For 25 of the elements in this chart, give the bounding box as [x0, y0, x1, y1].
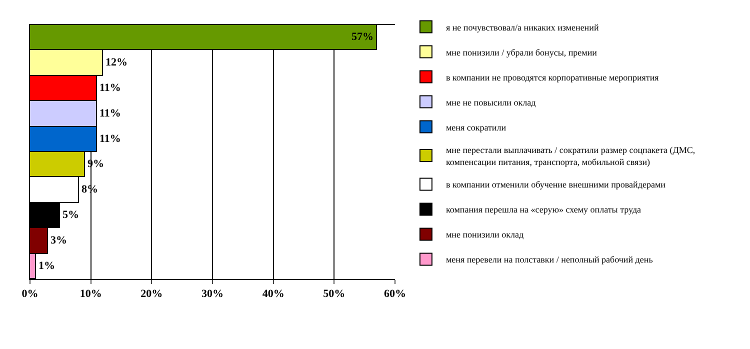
data-label: 5% — [62, 209, 79, 221]
legend-label: меня сократили — [446, 122, 506, 132]
x-tick-label: 0% — [22, 288, 38, 300]
data-label: 1% — [38, 260, 55, 272]
x-tick-label: 50% — [323, 288, 346, 300]
legend-label: компания перешла на «серую» схему оплаты труда — [446, 204, 642, 215]
legend-label: в компании отменили обучение внешними провайдерами — [446, 180, 666, 190]
x-tick-label: 40% — [262, 288, 284, 300]
x-tick-label: 60% — [384, 288, 406, 300]
legend-label: в компании не проводятся корпоративные мероприятия — [446, 72, 659, 82]
data-label: 11% — [100, 133, 121, 145]
data-label: 11% — [100, 108, 121, 120]
x-tick-label: 10% — [80, 288, 102, 300]
legend-label: я не почувствовал/а никаких изменений — [446, 22, 599, 32]
data-label: 11% — [100, 82, 121, 94]
data-label: 3% — [50, 234, 67, 246]
legend-label: меня перевели на полставки / неполный рабочий день — [446, 254, 653, 265]
legend-label: мне не повысили оклад — [446, 97, 536, 108]
x-tick-label: 20% — [140, 288, 163, 300]
legend-label: мне понизили / убрали бонусы, премии — [446, 47, 598, 58]
legend-label: мне понизили оклад — [446, 230, 524, 240]
data-label: 12% — [106, 56, 128, 68]
x-tick-label: 30% — [202, 288, 224, 300]
legend-label: мне перестали выплачивать / сократили размер соцпакета (ДМС, компенсации питания, транспорта, мобильной связи) — [446, 145, 696, 167]
data-label: 57% — [352, 31, 374, 43]
